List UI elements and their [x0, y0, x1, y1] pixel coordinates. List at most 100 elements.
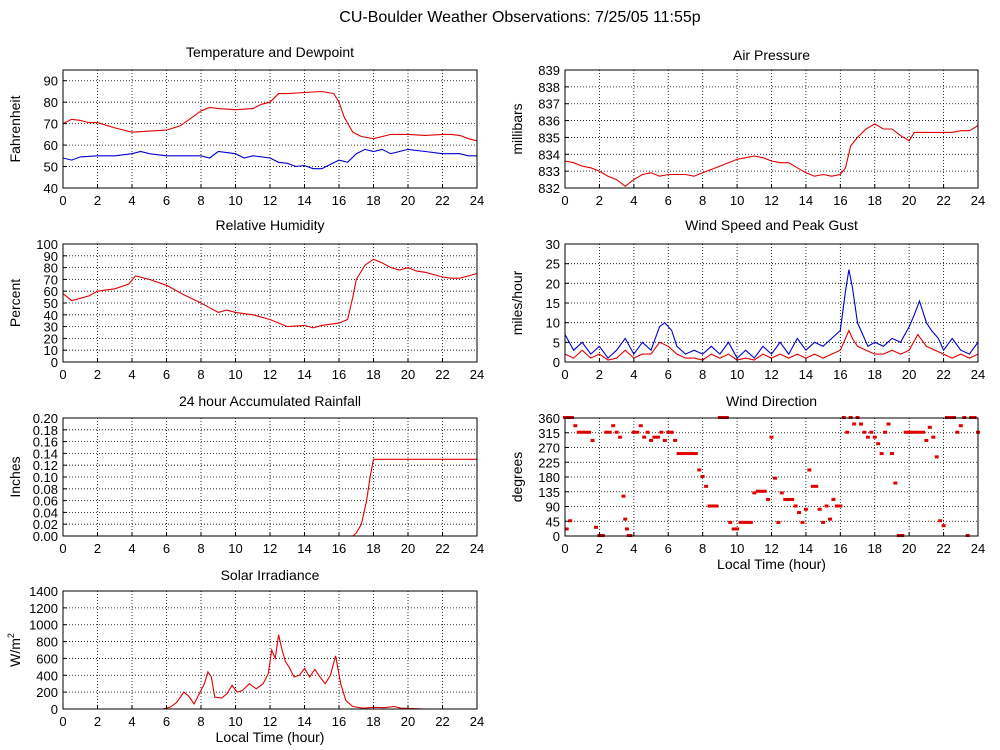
- x-tick-label: 8: [699, 193, 706, 208]
- x-tick-label: 18: [366, 193, 380, 208]
- data-point: [576, 430, 581, 434]
- panel-title: Wind Direction: [726, 393, 817, 409]
- x-tick-label: 2: [596, 541, 603, 556]
- chart-temp: 0 2 4 6 8 10 12 14 16 18 20 22 24405060708090Tempera…: [7, 44, 484, 208]
- x-tick-label: 24: [470, 714, 484, 729]
- y-tick-label: 0.06: [33, 494, 58, 509]
- data-point: [618, 435, 623, 439]
- x-tick-label: 20: [401, 367, 415, 382]
- data-point: [707, 504, 712, 508]
- data-point: [623, 517, 628, 521]
- x-axis-label: Local Time (hour): [717, 556, 826, 572]
- data-point: [714, 504, 719, 508]
- x-tick-label: 18: [868, 193, 882, 208]
- data-point: [800, 520, 805, 524]
- y-tick-label: 1000: [29, 618, 58, 633]
- y-axis-label: W/m2: [6, 633, 23, 667]
- y-tick-label: 30: [44, 320, 58, 335]
- data-point: [649, 438, 654, 442]
- x-tick-label: 20: [401, 193, 415, 208]
- x-tick-label: 4: [630, 367, 637, 382]
- y-tick-label: 600: [36, 651, 58, 666]
- data-point: [872, 435, 877, 439]
- x-tick-label: 10: [228, 541, 242, 556]
- data-point: [958, 424, 963, 428]
- data-point: [914, 430, 919, 434]
- x-tick-label: 18: [868, 541, 882, 556]
- x-tick-label: 22: [435, 193, 449, 208]
- data-point: [676, 452, 681, 456]
- x-tick-label: 4: [128, 541, 135, 556]
- x-tick-label: 24: [971, 541, 985, 556]
- y-tick-label: 200: [36, 685, 58, 700]
- data-point: [817, 507, 822, 511]
- y-tick-label: 0.02: [33, 517, 58, 532]
- data-point: [580, 430, 585, 434]
- x-tick-label: 24: [470, 541, 484, 556]
- y-axis-label: millibars: [509, 103, 525, 154]
- data-point: [673, 438, 678, 442]
- y-tick-label: 0.12: [33, 458, 58, 473]
- data-point: [834, 504, 839, 508]
- x-tick-label: 6: [665, 367, 672, 382]
- x-tick-label: 14: [297, 193, 311, 208]
- data-point: [631, 430, 636, 434]
- data-point: [886, 422, 891, 426]
- chart-solar: 0 2 4 6 8 10 12 14 16 18 20 22 240200400600800100012…: [6, 567, 484, 745]
- data-point: [738, 520, 743, 524]
- data-point: [735, 527, 740, 531]
- series-line-1: [62, 258, 478, 329]
- x-tick-label: 18: [366, 541, 380, 556]
- x-tick-label: 14: [297, 367, 311, 382]
- y-tick-label: 836: [538, 114, 560, 129]
- x-tick-label: 6: [163, 193, 170, 208]
- x-tick-label: 14: [297, 541, 311, 556]
- data-point: [838, 504, 843, 508]
- x-tick-label: 16: [833, 193, 847, 208]
- y-tick-label: 180: [538, 470, 560, 485]
- y-tick-label: 70: [44, 117, 58, 132]
- data-point: [865, 435, 870, 439]
- x-tick-label: 20: [902, 541, 916, 556]
- x-tick-label: 14: [799, 367, 813, 382]
- data-point: [810, 484, 815, 488]
- y-tick-label: 70: [44, 272, 58, 287]
- panel-title: Temperature and Dewpoint: [186, 44, 354, 60]
- y-axis-label: degrees: [509, 452, 525, 503]
- data-point: [824, 504, 829, 508]
- x-tick-label: 0: [59, 193, 66, 208]
- series-line-1: [63, 634, 477, 710]
- x-tick-label: 0: [59, 541, 66, 556]
- x-tick-label: 2: [94, 541, 101, 556]
- y-tick-label: 60: [44, 138, 58, 153]
- x-tick-label: 6: [163, 367, 170, 382]
- data-point: [790, 497, 795, 501]
- x-tick-label: 10: [228, 714, 242, 729]
- data-point: [920, 430, 925, 434]
- y-tick-label: 225: [538, 455, 560, 470]
- data-point: [652, 435, 657, 439]
- data-point: [776, 520, 781, 524]
- data-point: [655, 435, 660, 439]
- data-point: [710, 504, 715, 508]
- data-point: [604, 430, 609, 434]
- data-point: [755, 489, 760, 493]
- y-axis-label: Percent: [7, 279, 23, 327]
- data-point: [583, 430, 588, 434]
- series-line-1: [564, 269, 979, 359]
- data-point: [803, 507, 808, 511]
- data-point: [748, 520, 753, 524]
- chart-rain: 0 2 4 6 8 10 12 14 16 18 20 22 240.000.020.040.060.0…: [7, 393, 484, 556]
- x-tick-label: 22: [435, 367, 449, 382]
- data-point: [741, 520, 746, 524]
- x-tick-label: 8: [197, 541, 204, 556]
- y-tick-label: 832: [538, 181, 560, 196]
- data-point: [797, 511, 802, 515]
- data-point: [879, 452, 884, 456]
- data-point: [793, 504, 798, 508]
- y-tick-label: 20: [44, 331, 58, 346]
- x-tick-label: 6: [163, 541, 170, 556]
- x-tick-label: 10: [730, 367, 744, 382]
- data-point: [955, 430, 960, 434]
